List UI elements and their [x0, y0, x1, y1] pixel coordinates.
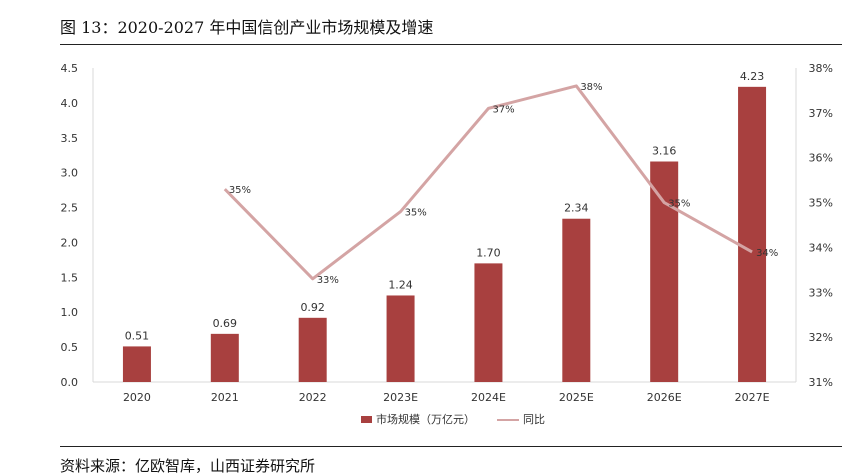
left-y-tick-label: 4.5 [61, 62, 79, 75]
line-value-label: 33% [317, 275, 339, 286]
x-tick-label: 2026E [647, 391, 682, 404]
right-y-tick-label: 33% [809, 286, 833, 299]
right-y-tick-label: 32% [809, 331, 833, 344]
legend: 市场规模（万亿元） 同比 [361, 412, 545, 426]
right-y-tick-label: 35% [809, 197, 833, 210]
right-y-tick-label: 34% [809, 241, 833, 254]
right-y-ticks: 31% 32% 33% 34% 35% 36% 37% 38% [809, 62, 833, 389]
left-y-tick-label: 0.5 [61, 341, 79, 354]
bar-value-label: 0.69 [213, 317, 238, 330]
bar [738, 86, 767, 382]
right-y-tick-label: 36% [809, 152, 833, 165]
bar-value-label: 3.16 [652, 145, 677, 158]
line-value-label: 35% [668, 199, 690, 210]
bar [562, 218, 591, 382]
right-y-tick-label: 31% [809, 376, 833, 389]
legend-bar-swatch [361, 416, 372, 423]
bottom-rule [60, 446, 842, 447]
chart: 0.0 0.5 1.0 1.5 2.0 2.5 3.0 3.5 4.0 4.5 31% 32% 33%… [61, 62, 834, 426]
bar [210, 333, 239, 382]
line-series: 35% 33% 35% 37% 38% 35% 34% [223, 82, 778, 286]
line-value-label: 37% [492, 104, 514, 115]
left-y-tick-label: 3.0 [61, 167, 79, 180]
growth-line [223, 84, 753, 281]
bar-series: 0.51 0.69 0.92 1.24 1.70 2.34 3.16 4.23 [122, 70, 767, 382]
left-y-tick-label: 3.5 [61, 132, 79, 145]
bar-value-label: 0.51 [125, 329, 150, 342]
left-y-tick-label: 1.0 [61, 306, 79, 319]
line-value-label: 38% [580, 82, 602, 93]
source-note: 资料来源：亿欧智库，山西证券研究所 [60, 457, 316, 475]
bar [474, 263, 503, 382]
right-y-tick-label: 38% [809, 62, 833, 75]
bar [650, 161, 679, 382]
bar-value-label: 4.23 [740, 70, 765, 83]
left-y-tick-label: 0.0 [61, 376, 79, 389]
left-y-tick-label: 2.5 [61, 202, 79, 215]
bar [122, 346, 151, 382]
x-tick-label: 2024E [471, 391, 506, 404]
x-tick-labels: 2020 2021 2022 2023E 2024E 2025E 2026E 2027E [123, 391, 770, 404]
bar-value-label: 1.70 [476, 246, 501, 259]
right-y-tick-label: 37% [809, 107, 833, 120]
x-tick-label: 2023E [383, 391, 418, 404]
legend-line-label: 同比 [523, 413, 545, 426]
x-tick-label: 2021 [211, 391, 239, 404]
x-tick-label: 2022 [299, 391, 327, 404]
left-y-ticks: 0.0 0.5 1.0 1.5 2.0 2.5 3.0 3.5 4.0 4.5 [61, 62, 79, 389]
x-tick-label: 2020 [123, 391, 151, 404]
bar [298, 317, 327, 382]
left-y-tick-label: 1.5 [61, 271, 79, 284]
line-value-label: 34% [756, 248, 778, 259]
bar-value-label: 1.24 [388, 278, 413, 291]
x-tick-label: 2027E [735, 391, 770, 404]
figure-title: 图 13：2020-2027 年中国信创产业市场规模及增速 [60, 18, 434, 37]
left-y-tick-label: 2.0 [61, 236, 79, 249]
bar-value-label: 0.92 [300, 301, 325, 314]
line-value-label: 35% [405, 208, 427, 219]
line-value-label: 35% [229, 185, 251, 196]
left-y-tick-label: 4.0 [61, 97, 79, 110]
bar [386, 295, 415, 382]
x-tick-label: 2025E [559, 391, 594, 404]
legend-bar-label: 市场规模（万亿元） [376, 412, 475, 426]
top-rule [60, 44, 842, 45]
bar-value-label: 2.34 [564, 202, 589, 215]
